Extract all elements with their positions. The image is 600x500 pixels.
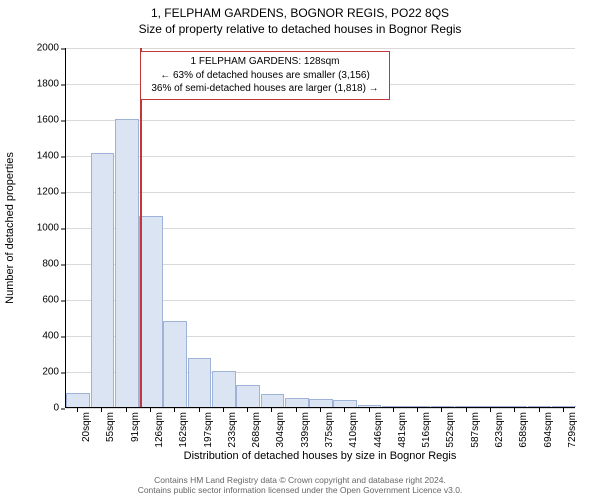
- histogram-bar: [212, 371, 236, 407]
- annotation-line-1: 1 FELPHAM GARDENS: 128sqm: [147, 55, 383, 69]
- x-tick-mark: [101, 408, 102, 412]
- histogram-bar: [309, 399, 333, 407]
- x-axis-ticks: 20sqm 55sqm 91sqm 126sqm 162sqm 197sqm 233sqm 2…: [65, 408, 575, 452]
- histogram-bar: [552, 406, 576, 407]
- title-line-1: 1, FELPHAM GARDENS, BOGNOR REGIS, PO22 8…: [0, 6, 600, 20]
- histogram-bar: [479, 406, 503, 407]
- chart-title: 1, FELPHAM GARDENS, BOGNOR REGIS, PO22 8…: [0, 6, 600, 36]
- x-tick-mark: [466, 408, 467, 412]
- x-tick-label: 658sqm: [518, 412, 529, 448]
- x-tick-mark: [174, 408, 175, 412]
- x-tick-mark: [247, 408, 248, 412]
- histogram-bar: [66, 393, 90, 407]
- x-tick-mark: [344, 408, 345, 412]
- y-tick-label: 1400: [37, 151, 59, 162]
- histogram-bar: [382, 406, 406, 407]
- y-tick-label: 1600: [37, 115, 59, 126]
- y-tick-label: 1000: [37, 223, 59, 234]
- annotation-box: 1 FELPHAM GARDENS: 128sqm ← 63% of detac…: [140, 51, 390, 100]
- histogram-bar: [431, 406, 455, 407]
- x-tick-label: 20sqm: [81, 412, 92, 442]
- y-tick-label: 600: [42, 295, 59, 306]
- histogram-bar: [358, 405, 382, 407]
- x-tick-label: 126sqm: [154, 412, 165, 448]
- histogram-bar: [406, 406, 430, 407]
- x-tick-mark: [77, 408, 78, 412]
- reference-line: [140, 48, 142, 407]
- histogram-bar: [455, 406, 479, 407]
- histogram-bar: [163, 321, 187, 407]
- histogram-bar: [188, 358, 212, 407]
- x-tick-label: 197sqm: [203, 412, 214, 448]
- x-tick-mark: [393, 408, 394, 412]
- y-tick-label: 400: [42, 331, 59, 342]
- x-tick-label: 446sqm: [373, 412, 384, 448]
- x-tick-mark: [417, 408, 418, 412]
- annotation-line-3: 36% of semi-detached houses are larger (…: [147, 82, 383, 96]
- x-tick-label: 623sqm: [494, 412, 505, 448]
- x-tick-mark: [126, 408, 127, 412]
- x-tick-mark: [369, 408, 370, 412]
- x-tick-label: 91sqm: [130, 412, 141, 442]
- annotation-line-2: ← 63% of detached houses are smaller (3,…: [147, 69, 383, 83]
- x-tick-mark: [490, 408, 491, 412]
- x-tick-label: 694sqm: [543, 412, 554, 448]
- x-tick-label: 375sqm: [324, 412, 335, 448]
- y-tick-label: 2000: [37, 43, 59, 54]
- histogram-bar: [261, 394, 285, 407]
- histogram-bar: [503, 406, 527, 407]
- x-tick-label: 233sqm: [227, 412, 238, 448]
- title-line-2: Size of property relative to detached ho…: [0, 22, 600, 36]
- x-tick-label: 729sqm: [567, 412, 578, 448]
- x-tick-mark: [441, 408, 442, 412]
- histogram-chart: 1, FELPHAM GARDENS, BOGNOR REGIS, PO22 8…: [0, 0, 600, 500]
- x-tick-mark: [271, 408, 272, 412]
- x-tick-mark: [563, 408, 564, 412]
- x-tick-label: 268sqm: [251, 412, 262, 448]
- footer-attribution: Contains HM Land Registry data © Crown c…: [0, 475, 600, 496]
- histogram-bar: [236, 385, 260, 407]
- x-tick-mark: [514, 408, 515, 412]
- y-tick-label: 0: [53, 403, 59, 414]
- histogram-bar: [91, 153, 115, 407]
- histogram-bar: [139, 216, 163, 407]
- y-tick-label: 1200: [37, 187, 59, 198]
- x-tick-label: 552sqm: [445, 412, 456, 448]
- x-tick-label: 516sqm: [421, 412, 432, 448]
- y-tick-label: 800: [42, 259, 59, 270]
- x-tick-mark: [223, 408, 224, 412]
- y-axis-ticks: 0200400600800100012001400160018002000: [0, 48, 65, 408]
- x-tick-mark: [150, 408, 151, 412]
- plot-area: 1 FELPHAM GARDENS: 128sqm ← 63% of detac…: [65, 48, 575, 408]
- x-tick-label: 304sqm: [275, 412, 286, 448]
- footer-line-1: Contains HM Land Registry data © Crown c…: [0, 475, 600, 486]
- x-tick-mark: [539, 408, 540, 412]
- x-tick-label: 55sqm: [105, 412, 116, 442]
- histogram-bar: [333, 400, 357, 407]
- footer-line-2: Contains public sector information licen…: [0, 485, 600, 496]
- x-tick-label: 162sqm: [178, 412, 189, 448]
- x-tick-label: 481sqm: [397, 412, 408, 448]
- x-tick-mark: [320, 408, 321, 412]
- y-tick-label: 1800: [37, 79, 59, 90]
- x-tick-label: 587sqm: [470, 412, 481, 448]
- y-tick-label: 200: [42, 367, 59, 378]
- x-axis-label: Distribution of detached houses by size …: [65, 450, 575, 462]
- x-tick-mark: [296, 408, 297, 412]
- x-tick-mark: [199, 408, 200, 412]
- histogram-bar: [285, 398, 309, 407]
- x-tick-label: 339sqm: [300, 412, 311, 448]
- histogram-bar: [528, 406, 552, 407]
- bars-container: [66, 48, 575, 407]
- x-tick-label: 410sqm: [348, 412, 359, 448]
- histogram-bar: [115, 119, 139, 407]
